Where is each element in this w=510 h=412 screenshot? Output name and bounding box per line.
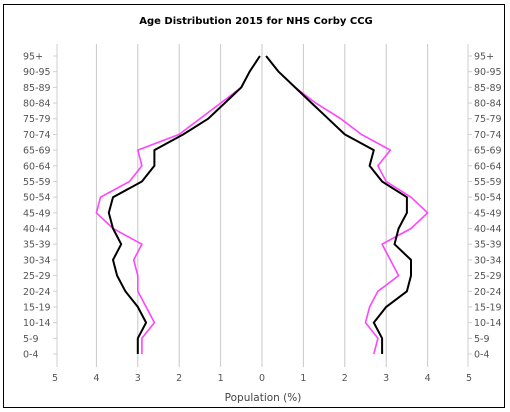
y-tick-label-right: 95+	[474, 52, 494, 63]
y-tick-label-left: 55-59	[23, 177, 51, 188]
y-tick-label-left: 50-54	[23, 193, 51, 204]
tick-layer: 0-4 0-4 5-9 5-9 10-14 10-14 15-19 15-19 20-24 20-…	[23, 52, 502, 385]
y-tick-label-left: 45-49	[23, 208, 51, 219]
y-tick-label-right: 90-95	[474, 67, 502, 78]
y-tick-label-left: 20-24	[23, 287, 51, 298]
y-tick-label-right: 65-69	[474, 146, 502, 157]
y-tick-label-left: 70-74	[23, 130, 51, 141]
y-tick-label-left: 80-84	[23, 99, 51, 110]
y-tick-label-left: 90-95	[23, 67, 51, 78]
y-tick-label-left: 75-79	[23, 114, 51, 125]
y-tick-label-left: 0-4	[23, 350, 39, 361]
x-tick-label: 3	[383, 373, 389, 384]
y-tick-label-right: 5-9	[474, 334, 490, 345]
y-tick-label-left: 85-89	[23, 83, 51, 94]
y-tick-label-right: 10-14	[474, 318, 502, 329]
x-axis-label: Population (%)	[225, 392, 302, 404]
y-tick-label-right: 60-64	[474, 161, 502, 172]
x-tick-label: 4	[93, 373, 99, 384]
series-2-right-line	[265, 55, 412, 354]
x-tick-label: 1	[218, 373, 224, 384]
y-tick-label-left: 5-9	[23, 334, 39, 345]
x-tick-label: 0	[259, 373, 265, 384]
y-tick-label-right: 35-39	[474, 240, 502, 251]
series-2-left-line	[107, 55, 261, 354]
y-tick-label-right: 25-29	[474, 271, 502, 282]
series-1-right-line	[265, 55, 429, 355]
x-tick-label: 1	[300, 373, 306, 384]
y-tick-label-right: 50-54	[474, 193, 502, 204]
y-tick-label-right: 85-89	[474, 83, 502, 94]
y-tick-label-left: 10-14	[23, 318, 51, 329]
y-tick-label-left: 25-29	[23, 271, 51, 282]
y-tick-label-right: 55-59	[474, 177, 502, 188]
axis-layer	[53, 44, 472, 367]
x-tick-label: 2	[176, 373, 182, 384]
x-tick-label: 3	[135, 373, 141, 384]
chart-title: Age Distribution 2015 for NHS Corby CCG	[139, 16, 373, 27]
x-tick-label: 5	[466, 373, 472, 384]
y-tick-label-right: 0-4	[474, 350, 490, 361]
series-layer	[95, 55, 429, 355]
y-tick-label-left: 30-34	[23, 255, 51, 266]
y-tick-label-right: 45-49	[474, 208, 502, 219]
series-1-left-line	[95, 55, 261, 354]
grid-layer	[95, 44, 429, 367]
y-tick-label-right: 75-79	[474, 114, 502, 125]
x-tick-label: 5	[52, 373, 58, 384]
y-tick-label-right: 20-24	[474, 287, 502, 298]
y-tick-label-right: 40-44	[474, 224, 502, 235]
y-tick-label-left: 60-64	[23, 161, 51, 172]
x-tick-label: 4	[425, 373, 431, 384]
y-tick-label-left: 40-44	[23, 224, 51, 235]
y-tick-label-right: 15-19	[474, 302, 502, 313]
y-tick-label-left: 65-69	[23, 146, 51, 157]
y-tick-label-left: 95+	[23, 52, 43, 63]
y-tick-label-left: 15-19	[23, 302, 51, 313]
y-tick-label-right: 80-84	[474, 99, 502, 110]
y-tick-label-right: 30-34	[474, 255, 502, 266]
x-tick-label: 2	[342, 373, 348, 384]
y-tick-label-left: 35-39	[23, 240, 51, 251]
y-tick-label-right: 70-74	[474, 130, 502, 141]
